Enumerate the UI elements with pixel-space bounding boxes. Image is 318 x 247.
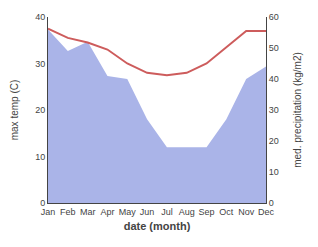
svg-text:Sep: Sep xyxy=(199,207,215,217)
svg-text:Jan: Jan xyxy=(41,207,56,217)
svg-text:60: 60 xyxy=(269,12,279,22)
svg-text:Jul: Jul xyxy=(161,207,173,217)
svg-text:Dec: Dec xyxy=(258,207,275,217)
svg-text:0: 0 xyxy=(40,198,45,208)
svg-text:20: 20 xyxy=(269,136,279,146)
svg-text:Apr: Apr xyxy=(100,207,114,217)
svg-text:40: 40 xyxy=(269,74,279,84)
svg-text:Aug: Aug xyxy=(179,207,195,217)
svg-text:date (month): date (month) xyxy=(124,220,191,232)
svg-text:0: 0 xyxy=(269,198,274,208)
svg-text:30: 30 xyxy=(269,105,279,115)
svg-text:Feb: Feb xyxy=(60,207,76,217)
svg-text:30: 30 xyxy=(35,59,45,69)
svg-text:May: May xyxy=(119,207,137,217)
svg-text:10: 10 xyxy=(35,152,45,162)
svg-text:20: 20 xyxy=(35,105,45,115)
svg-text:med. precipitation (kg/m2): med. precipitation (kg/m2) xyxy=(292,52,303,168)
svg-text:Oct: Oct xyxy=(219,207,234,217)
svg-text:50: 50 xyxy=(269,43,279,53)
svg-text:Mar: Mar xyxy=(80,207,96,217)
svg-text:Nov: Nov xyxy=(238,207,255,217)
svg-text:Jun: Jun xyxy=(140,207,155,217)
svg-text:40: 40 xyxy=(35,12,45,22)
svg-text:10: 10 xyxy=(269,167,279,177)
svg-text:max temp (C): max temp (C) xyxy=(9,80,20,141)
